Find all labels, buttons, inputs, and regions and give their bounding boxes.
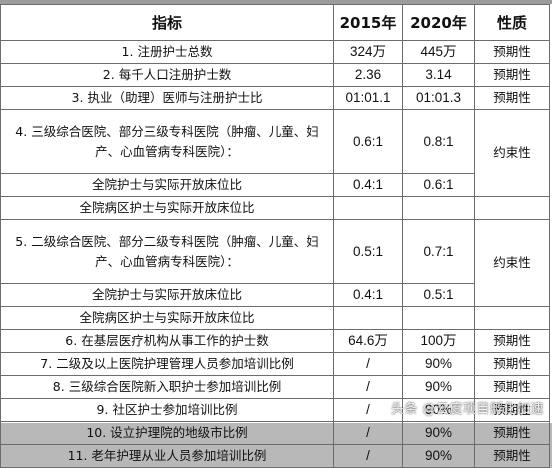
table-row: 7. 二级及以上医院护理管理人员参加培训比例 / 90% 预期性 [0,352,550,376]
table-row: 2. 每千人口注册护士数 2.36 3.14 预期性 [0,63,550,87]
table-header-row: 指标 2015年 2020年 性质 [0,4,550,41]
value-2020-cell: 90% [402,375,475,399]
value-2015-cell [333,306,403,330]
indicator-cell: 10. 设立护理院的地级市比例 [0,421,334,445]
sheet-top-edge [0,0,552,4]
indicator-cell: 9. 社区护士参加培训比例 [0,398,334,422]
nursing-indicators-table: 指标 2015年 2020年 性质 1. 注册护士总数 324万 445万 预期… [0,4,550,468]
table-row: 6. 在基层医疗机构从事工作的护士数 64.6万 100万 预期性 [0,329,550,353]
table-row: 11. 老年护理从业人员参加培训比例 / 90% 预期性 [0,444,550,468]
header-2015: 2015年 [333,4,403,41]
table-row: 8. 三级综合医院新入职护士参加培训比例 / 90% 预期性 [0,375,550,399]
indicator-cell: 全院护士与实际开放床位比 [0,173,334,197]
indicator-cell: 全院护士与实际开放床位比 [0,283,334,307]
nature-cell: 预期性 [474,86,550,110]
table-row: 全院病区护士与实际开放床位比 [0,306,550,330]
nature-cell: 预期性 [474,421,550,445]
value-2015-cell [333,196,403,220]
nature-cell: 预期性 [474,444,550,468]
value-2015-cell: 2.36 [333,63,403,87]
value-2020-cell: 0.7:1 [402,219,475,284]
value-2020-cell: 0.5:1 [402,283,475,307]
table-row: 3. 执业（助理）医师与注册护士比 01:01.1 01:01.3 预期性 [0,86,550,110]
value-2020-cell: 90% [402,352,475,376]
value-2015-cell: / [333,444,403,468]
indicator-cell: 7. 二级及以上医院护理管理人员参加培训比例 [0,352,334,376]
value-2020-cell: 90% [402,444,475,468]
value-2020-cell: 445万 [402,40,475,64]
value-2020-cell: 90% [402,421,475,445]
indicator-cell: 2. 每千人口注册护士数 [0,63,334,87]
value-2015-cell: / [333,398,403,422]
nature-cell: 预期性 [474,352,550,376]
header-nature: 性质 [474,4,550,41]
value-2020-cell: 0.6:1 [402,173,475,197]
table-row: 全院护士与实际开放床位比 0.4:1 0.5:1 [0,283,550,307]
value-2015-cell: / [333,375,403,399]
value-2020-cell [402,306,475,330]
value-2015-cell: 324万 [333,40,403,64]
nature-cell: 约束性 [474,109,550,197]
indicator-cell: 全院病区护士与实际开放床位比 [0,196,334,220]
table-row: 9. 社区护士参加培训比例 / 90% 预期性 [0,398,550,422]
value-2020-cell: 0.8:1 [402,109,475,174]
indicator-cell: 8. 三级综合医院新入职护士参加培训比例 [0,375,334,399]
value-2020-cell: 01:01.3 [402,86,475,110]
value-2020-cell [402,196,475,220]
value-2020-cell: 3.14 [402,63,475,87]
value-2020-cell: 100万 [402,329,475,353]
indicator-cell: 3. 执业（助理）医师与注册护士比 [0,86,334,110]
value-2015-cell: 0.6:1 [333,109,403,174]
value-2015-cell: 64.6万 [333,329,403,353]
header-2020: 2020年 [402,4,475,41]
indicator-cell: 4. 三级综合医院、部分三级专科医院（肿瘤、儿童、妇产、心血管病专科医院）： [0,109,334,174]
table-row: 全院护士与实际开放床位比 0.4:1 0.6:1 [0,173,550,197]
watermark-text: 头条 @云度项目孵化加速 [390,402,544,417]
indicator-cell: 全院病区护士与实际开放床位比 [0,306,334,330]
nature-cell: 预期性 [474,329,550,353]
value-2015-cell: 0.5:1 [333,219,403,284]
nature-cell: 预期性 [474,40,550,64]
value-2015-cell: 0.4:1 [333,283,403,307]
nature-cell: 预期性 [474,375,550,399]
nature-cell [474,196,550,220]
nature-cell: 预期性 [474,63,550,87]
table-row: 全院病区护士与实际开放床位比 [0,196,550,220]
nature-cell: 约束性 [474,219,550,307]
header-indicator: 指标 [0,4,334,41]
table-row: 1. 注册护士总数 324万 445万 预期性 [0,40,550,64]
indicator-cell: 1. 注册护士总数 [0,40,334,64]
value-2015-cell: / [333,421,403,445]
indicator-cell: 6. 在基层医疗机构从事工作的护士数 [0,329,334,353]
table-row: 10. 设立护理院的地级市比例 / 90% 预期性 [0,421,550,445]
value-2015-cell: 0.4:1 [333,173,403,197]
nature-cell [474,306,550,330]
value-2015-cell: 01:01.1 [333,86,403,110]
table-row: 4. 三级综合医院、部分三级专科医院（肿瘤、儿童、妇产、心血管病专科医院）： 0… [0,109,550,197]
value-2015-cell: / [333,352,403,376]
indicator-cell: 11. 老年护理从业人员参加培训比例 [0,444,334,468]
table-row: 5. 二级综合医院、部分二级专科医院（肿瘤、儿童、妇产、心血管病专科医院）： 0… [0,219,550,307]
indicator-cell: 5. 二级综合医院、部分二级专科医院（肿瘤、儿童、妇产、心血管病专科医院）： [0,219,334,284]
